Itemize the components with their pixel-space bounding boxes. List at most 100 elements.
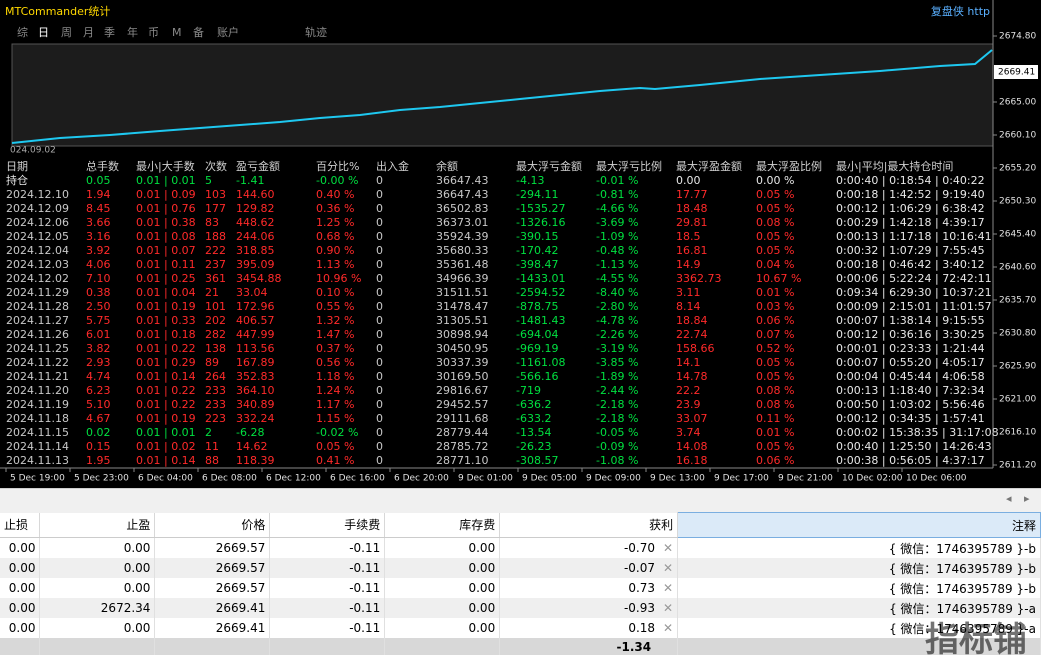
- stats-cell: 0.90 %: [316, 244, 354, 257]
- order-cell: 0.00: [0, 537, 41, 558]
- stats-cell: 332.24: [236, 412, 275, 425]
- stats-cell: 17.77: [676, 188, 708, 201]
- stats-cell: 0: [376, 426, 383, 439]
- total-cell: [39, 638, 156, 655]
- stats-cell: -0.05 %: [596, 426, 638, 439]
- stats-cell: -4.78 %: [596, 314, 638, 327]
- stats-cell: 447.99: [236, 328, 275, 341]
- scroll-bar: ◂ ▸: [0, 488, 1041, 513]
- stats-cell: 0.01 | 0.22: [136, 384, 196, 397]
- tab[interactable]: 综: [17, 25, 28, 39]
- stats-cell: 0.01 | 0.04: [136, 286, 196, 299]
- stats-cell: 282: [205, 328, 226, 341]
- order-cell: 2672.34: [39, 598, 156, 618]
- stats-cell: 0.05 %: [756, 188, 794, 201]
- scroll-right[interactable]: ▸: [1024, 492, 1030, 505]
- column-header[interactable]: 止损: [0, 512, 41, 538]
- app-title: MTCommander统计: [5, 5, 110, 18]
- stats-cell: 2024.11.20: [6, 384, 69, 397]
- tab[interactable]: 账户: [217, 25, 239, 39]
- stats-cell: -3.19 %: [596, 342, 638, 355]
- stats-cell: 0:00:12 | 0:36:16 | 3:30:25: [836, 328, 985, 341]
- cell-text: -0.11: [349, 601, 381, 615]
- stats-cell: 0.11 %: [756, 412, 794, 425]
- stats-cell: 18.84: [676, 314, 708, 327]
- stats-header: 最大浮亏金额: [516, 159, 582, 173]
- stats-cell: 29111.68: [436, 412, 489, 425]
- tab[interactable]: 周: [61, 26, 72, 39]
- tab[interactable]: 年: [127, 25, 138, 39]
- stats-cell: 3.92: [86, 244, 111, 257]
- tab[interactable]: 季: [104, 26, 115, 39]
- tab[interactable]: M: [172, 26, 182, 39]
- stats-cell: 0.01 | 0.33: [136, 314, 196, 327]
- stats-cell: 0: [376, 244, 383, 257]
- cell-text: 2672.34: [100, 601, 151, 615]
- stats-cell: 14.62: [236, 440, 268, 453]
- stats-cell: 0: [376, 454, 383, 467]
- column-header[interactable]: 止盈: [39, 512, 156, 538]
- tab[interactable]: 月: [83, 26, 94, 39]
- stats-cell: 0.01 | 0.38: [136, 216, 196, 229]
- link[interactable]: 复盘侠 http: [931, 4, 990, 18]
- scroll-left[interactable]: ◂: [1006, 492, 1012, 505]
- close-button[interactable]: ✕: [663, 581, 674, 595]
- stats-cell: 129.82: [236, 202, 275, 215]
- column-header[interactable]: 价格: [154, 512, 271, 538]
- stats-header: 最大浮亏比例: [596, 159, 662, 173]
- stats-cell: 0.00: [676, 174, 701, 187]
- current-price-box: [994, 65, 1038, 79]
- order-cell: -0.11: [269, 558, 386, 578]
- stats-cell: 188: [205, 230, 226, 243]
- stats-cell: 31478.47: [436, 300, 489, 313]
- order-cell: 0.00: [39, 578, 156, 598]
- time-label: 6 Dec 16:00: [330, 474, 385, 484]
- column-header[interactable]: 注释: [677, 512, 1041, 538]
- stats-cell: 0.01 | 0.01: [136, 426, 196, 439]
- stats-cell: 0.06 %: [756, 314, 794, 327]
- stats-cell: 0:00:02 | 15:38:35 | 31:17:08: [836, 426, 999, 439]
- stats-cell: 0: [376, 440, 383, 453]
- tab[interactable]: 币: [148, 26, 159, 39]
- price-label: 2625.90: [999, 362, 1036, 372]
- column-header[interactable]: 手续费: [269, 512, 386, 538]
- time-label: 5 Dec 23:00: [74, 474, 129, 484]
- cell-text: 0.00: [468, 581, 496, 595]
- stats-cell: 223: [205, 412, 226, 425]
- close-button[interactable]: ✕: [663, 601, 674, 615]
- tab[interactable]: 轨迹: [305, 25, 327, 39]
- stats-header: 次数: [205, 159, 227, 173]
- stats-cell: 2024.11.18: [6, 412, 69, 425]
- close-button[interactable]: ✕: [663, 621, 674, 635]
- cell-text: { 微信：1746395789 }-b: [888, 541, 1036, 556]
- stats-cell: -0.09 %: [596, 440, 638, 453]
- order-cell: -0.93 ✕: [499, 598, 679, 618]
- stats-cell: 0:00:29 | 1:42:18 | 4:39:17: [836, 216, 985, 229]
- column-header[interactable]: 库存费: [384, 512, 501, 538]
- cell-text: { 微信：1746395789 }-b: [888, 561, 1036, 576]
- stats-header: 余额: [436, 159, 458, 173]
- order-cell: 2669.57: [154, 537, 271, 558]
- close-button[interactable]: ✕: [663, 541, 674, 555]
- time-label: 9 Dec 05:00: [522, 474, 577, 484]
- stats-cell: 0.07 %: [756, 328, 794, 341]
- order-cell: 2669.57: [154, 578, 271, 598]
- stats-cell: 0.04 %: [756, 258, 794, 271]
- stats-cell: 2024.12.10: [6, 188, 69, 201]
- cell-text: 0.00: [468, 561, 496, 575]
- stats-cell: 16.81: [676, 244, 708, 257]
- tab[interactable]: 日: [38, 26, 49, 39]
- stats-cell: 0:00:18 | 1:42:52 | 9:19:40: [836, 188, 985, 201]
- stats-cell: 0.01 %: [756, 426, 794, 439]
- tab[interactable]: 备: [193, 25, 204, 39]
- close-button[interactable]: ✕: [663, 561, 674, 575]
- time-label: 9 Dec 21:00: [778, 474, 833, 484]
- column-header[interactable]: 获利: [499, 512, 679, 538]
- order-cell: { 微信：1746395789 }-b: [677, 578, 1041, 598]
- stats-cell: -4.66 %: [596, 202, 638, 215]
- start-date: 024.09.02: [10, 146, 56, 156]
- stats-cell: 4.74: [86, 370, 111, 383]
- stats-cell: 0.01 | 0.19: [136, 412, 196, 425]
- order-cell: 0.00: [384, 598, 501, 618]
- stats-cell: 0.02: [86, 426, 111, 439]
